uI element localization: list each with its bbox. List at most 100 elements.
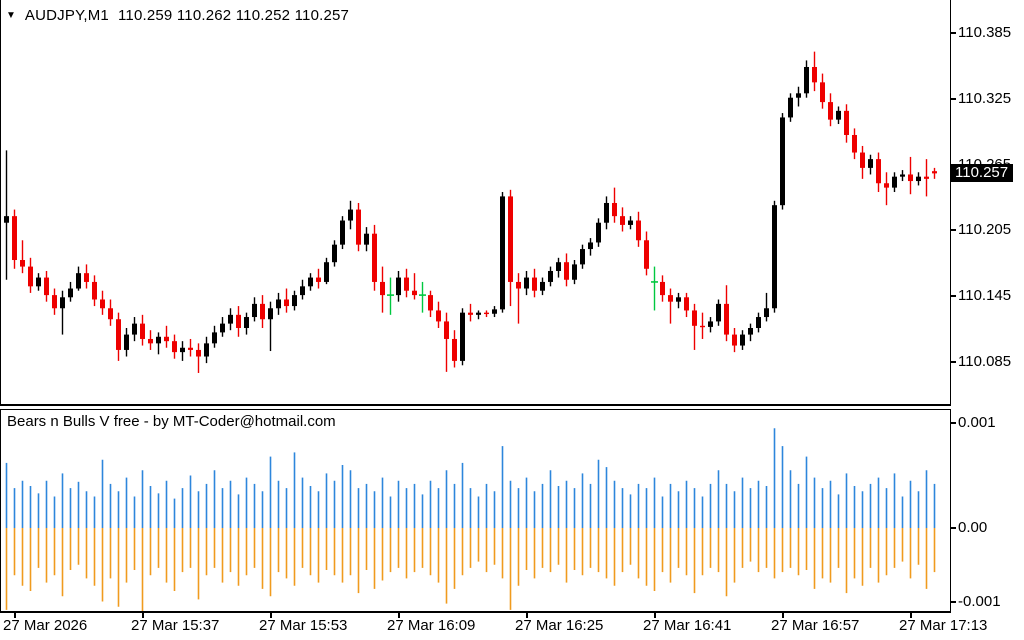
- candle-body: [628, 220, 633, 225]
- candle-body: [236, 314, 241, 329]
- candle-body: [52, 295, 57, 309]
- candle-body: [364, 233, 369, 245]
- candle-body: [892, 176, 897, 188]
- price-tick: [950, 229, 956, 232]
- candle-body: [924, 176, 929, 179]
- candle-body: [468, 312, 473, 315]
- candle-body: [428, 295, 433, 311]
- candle-body: [756, 317, 761, 329]
- candle-body: [804, 66, 809, 94]
- time-tick: [270, 613, 272, 618]
- candle-body: [820, 82, 825, 103]
- candle-body: [100, 299, 105, 309]
- time-tick-label: 27 Mar 16:25: [515, 617, 604, 634]
- candle-body: [228, 314, 233, 324]
- candle-body: [212, 332, 217, 344]
- main-chart-canvas[interactable]: [0, 0, 950, 404]
- candle-body: [708, 321, 713, 327]
- candle-body: [140, 323, 145, 339]
- candle-body: [220, 323, 225, 333]
- candle-body: [692, 310, 697, 326]
- candle-body: [44, 277, 49, 296]
- candle-body: [444, 321, 449, 339]
- candle-body: [196, 349, 201, 357]
- time-tick: [910, 613, 912, 618]
- candle-body: [180, 347, 185, 353]
- time-axis-line: [0, 611, 951, 613]
- candle-body: [476, 312, 481, 315]
- candle-body: [588, 242, 593, 250]
- candle-body: [164, 336, 169, 342]
- candle-body: [780, 117, 785, 206]
- price-tick: [950, 32, 956, 34]
- candle-body: [732, 334, 737, 346]
- candle-body: [436, 310, 441, 322]
- candle-body: [716, 303, 721, 322]
- candle-body: [316, 277, 321, 282]
- candle-body: [412, 290, 417, 296]
- pane-splitter[interactable]: [0, 404, 951, 410]
- price-tick: [950, 361, 956, 363]
- candle-body: [276, 299, 281, 309]
- candle-body: [380, 281, 385, 296]
- candle-body: [860, 152, 865, 168]
- candle-body: [852, 134, 857, 153]
- time-tick-label: 27 Mar 16:57: [771, 617, 860, 634]
- candle-body: [124, 334, 129, 350]
- candle-body: [788, 97, 793, 118]
- symbol-header: ▼ AUDJPY,M1 110.259 110.262 110.252 110.…: [6, 7, 349, 24]
- candle-body: [516, 281, 521, 289]
- price-axis-line: [950, 0, 951, 613]
- price-tick-label: 110.205: [958, 221, 1012, 239]
- indicator-canvas[interactable]: [0, 410, 950, 611]
- time-tick-label: 27 Mar 16:41: [643, 617, 732, 634]
- candle-body: [36, 277, 41, 287]
- price-tick: [950, 97, 956, 100]
- candle-body: [908, 174, 913, 182]
- candle-body: [540, 281, 545, 291]
- time-tick-label: 27 Mar 17:13: [899, 617, 988, 634]
- price-tick: [950, 295, 956, 298]
- candle-body: [284, 299, 289, 307]
- indicator-tick-label: -0.001: [958, 593, 1001, 610]
- candle-body: [12, 216, 17, 261]
- candle-body: [556, 262, 561, 271]
- candle-body: [460, 312, 465, 361]
- candle-body: [564, 262, 569, 280]
- indicator-tick-label: 0.001: [958, 414, 996, 431]
- time-tick: [782, 613, 784, 618]
- ohlc-readout: 110.259 110.262 110.252 110.257: [117, 7, 350, 24]
- candle-body: [28, 266, 33, 287]
- candle-body: [668, 295, 673, 302]
- candle-body: [340, 220, 345, 245]
- indicator-tick: [950, 601, 956, 603]
- symbol-period-label: AUDJPY,M1: [24, 7, 109, 24]
- candle-body: [932, 171, 937, 174]
- candle-body: [508, 196, 513, 282]
- candle-body: [532, 277, 537, 291]
- candle-body: [356, 209, 361, 245]
- candle-body: [684, 297, 689, 311]
- candle-body: [620, 216, 625, 225]
- candle-body: [916, 176, 921, 182]
- candle-body: [132, 323, 137, 335]
- candle-body: [172, 341, 177, 353]
- price-tick-label: 110.385: [958, 24, 1012, 41]
- candle-body: [700, 325, 705, 328]
- candle-body: [764, 308, 769, 318]
- candle-body: [604, 202, 609, 223]
- price-tick-label: 110.325: [958, 89, 1012, 107]
- candle-body: [204, 343, 209, 357]
- candle-body: [740, 334, 745, 346]
- candle-body: [524, 277, 529, 289]
- time-tick-label: 27 Mar 2026: [3, 617, 88, 634]
- candle-body: [60, 297, 65, 309]
- candle-body: [92, 281, 97, 300]
- chevron-down-icon[interactable]: ▼: [6, 10, 16, 21]
- candle-body: [868, 159, 873, 168]
- candle-body: [300, 286, 305, 296]
- chart-left-frame: [0, 0, 1, 613]
- candle-body: [900, 174, 905, 177]
- time-tick-label: 27 Mar 15:37: [131, 617, 220, 634]
- candle-body: [332, 244, 337, 263]
